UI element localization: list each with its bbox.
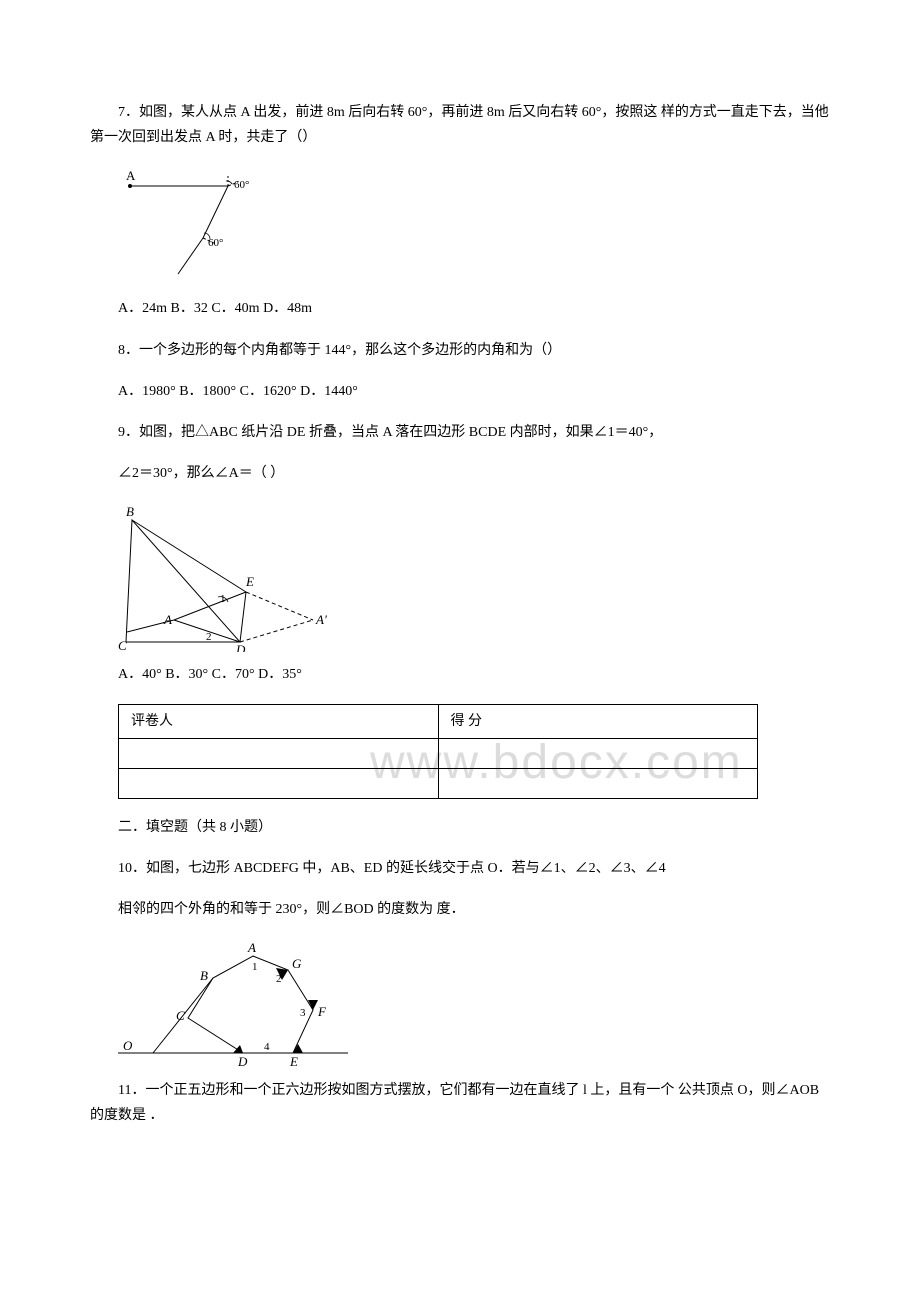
q10-label-a: A: [247, 940, 256, 955]
q9-dash-dap: [240, 620, 313, 642]
q9-label-1: 1: [220, 593, 226, 605]
q10-label-g: G: [292, 956, 302, 971]
document-page: { "q7": { "text": "7．如图，某人从点 A 出发，前进 8m …: [90, 100, 830, 1129]
q10-num-3: 3: [300, 1007, 306, 1019]
question-9-text2: ∠2＝30°，那么∠A＝（ ）: [90, 461, 830, 486]
q9-label-2: 2: [206, 631, 212, 643]
q10-num-2: 2: [276, 973, 282, 985]
q7-angle1: 60°: [234, 179, 249, 191]
question-7-text: 7．如图，某人从点 A 出发，前进 8m 后向右转 60°，再前进 8m 后又向…: [90, 100, 830, 150]
question-11-text: 11．一个正五边形和一个正六边形按如图方式摆放，它们都有一边在直线了 l 上，且…: [90, 1078, 830, 1128]
q10-label-c: C: [176, 1008, 185, 1023]
grading-table: 评卷人 得 分: [118, 704, 758, 799]
q9-label-c: C: [118, 638, 127, 652]
question-10-text: 10．如图，七边形 ABCDEFG 中，AB、ED 的延长线交于点 O．若与∠1…: [90, 856, 830, 881]
q9-label-d: D: [235, 642, 246, 652]
grading-col2-header: 得 分: [438, 704, 758, 738]
q9-label-ap: A': [315, 612, 327, 627]
section-2-title: 二．填空题（共 8 小题）: [90, 815, 830, 840]
grading-col1-empty2: [119, 768, 439, 798]
q9-label-a: A: [163, 612, 172, 627]
question-8-text: 8．一个多边形的每个内角都等于 144°，那么这个多边形的内角和为（）: [90, 338, 830, 363]
q9-dash-eap: [246, 592, 313, 620]
question-9-options: A．40° B．30° C．70° D．35°: [90, 662, 830, 687]
question-7-options: A．24m B．32 C．40m D．48m: [90, 296, 830, 321]
q7-line2: [203, 186, 228, 238]
q10-ext-d: [233, 1045, 243, 1053]
q10-label-f: F: [317, 1004, 327, 1019]
q9-line-ea: [174, 592, 246, 620]
grading-col1-empty: [119, 738, 439, 768]
q10-label-o: O: [123, 1038, 133, 1053]
question-9-text: 9．如图，把△ABC 纸片沿 DE 折叠，当点 A 落在四边形 BCDE 内部时…: [90, 420, 830, 445]
q7-label-a: A: [126, 168, 136, 183]
q7-line3: [178, 238, 203, 274]
q9-line-ed: [240, 592, 246, 642]
q10-label-d: D: [237, 1054, 248, 1068]
question-10-text2: 相邻的四个外角的和等于 230°，则∠BOD 的度数为 度．: [90, 897, 830, 922]
q10-num-1: 1: [252, 961, 258, 973]
q7-arc1: [226, 181, 232, 184]
grading-col2-empty: [438, 738, 758, 768]
q10-label-e: E: [289, 1054, 298, 1068]
grading-col2-empty2: [438, 768, 758, 798]
q10-ext-e: [293, 1044, 303, 1053]
q10-label-b: B: [200, 968, 208, 983]
question-8-options: A．1980° B．1800° C．1620° D．1440°: [90, 379, 830, 404]
question-9-figure: B C D E A A' 1 2: [118, 502, 830, 652]
grading-col1-header: 评卷人: [119, 704, 439, 738]
question-7-figure: A 60° 60°: [118, 166, 830, 286]
q10-num-4: 4: [264, 1041, 270, 1053]
q9-label-b: B: [126, 504, 134, 519]
q7-angle2: 60°: [208, 237, 223, 249]
q9-line-be: [132, 520, 246, 592]
q9-triangle-bcd: [126, 520, 240, 642]
question-10-figure: A B C D E F G O 1 2 3 4: [118, 938, 830, 1068]
q9-label-e: E: [245, 574, 254, 589]
